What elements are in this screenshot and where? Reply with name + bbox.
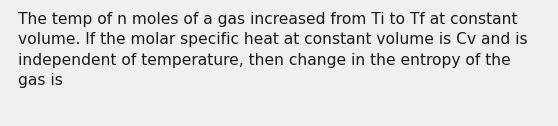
Text: The temp of n moles of a gas increased from Ti to Tf at constant
volume. If the : The temp of n moles of a gas increased f… (18, 12, 528, 88)
